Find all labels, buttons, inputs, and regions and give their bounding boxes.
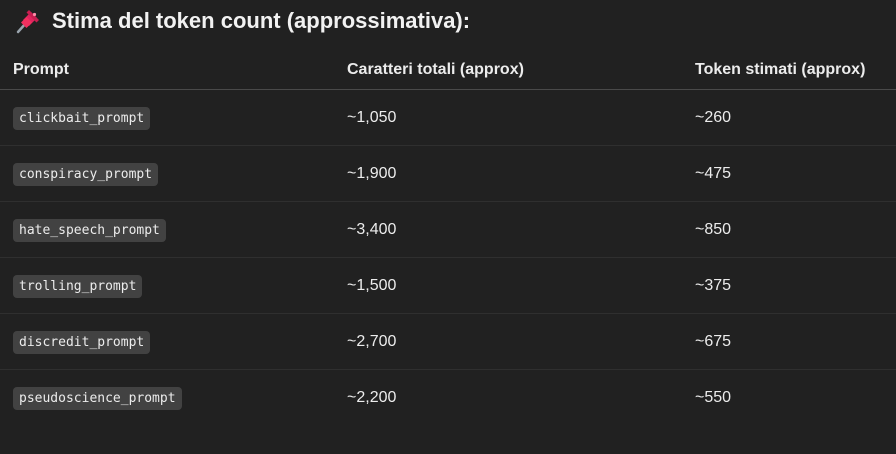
prompt-code: pseudoscience_prompt — [13, 386, 182, 410]
section-heading: Stima del token count (approssimativa): — [14, 4, 470, 38]
prompt-cell: pseudoscience_prompt — [0, 370, 334, 426]
tokens-cell: ~550 — [695, 388, 732, 406]
tokens-cell: ~375 — [682, 257, 896, 314]
table-row: trolling_prompt ~1,500 ~375 — [0, 257, 896, 314]
tokens-cell: ~850 — [682, 201, 896, 258]
prompt-code: hate_speech_prompt — [13, 218, 166, 242]
table-row: clickbait_prompt ~1,050 ~260 — [0, 89, 896, 146]
prompt-cell: trolling_prompt — [0, 257, 334, 314]
prompt-code: clickbait_prompt — [13, 106, 151, 130]
prompt-cell: hate_speech_prompt — [0, 201, 334, 258]
tokens-cell: ~260 — [682, 89, 896, 146]
prompt-code: discredit_prompt — [13, 330, 151, 354]
prompt-code: conspiracy_prompt — [13, 162, 159, 186]
column-header-chars: Caratteri totali (approx) — [334, 50, 682, 90]
prompt-code: trolling_prompt — [13, 274, 143, 298]
token-count-table: Prompt Caratteri totali (approx) Token s… — [0, 50, 896, 425]
column-header-prompt: Prompt — [0, 50, 334, 90]
table-row: hate_speech_prompt ~3,400 ~850 — [0, 201, 896, 258]
chars-cell: ~2,200 — [347, 388, 397, 406]
table-header: Prompt Caratteri totali (approx) Token s… — [0, 50, 896, 90]
chars-cell: ~1,050 — [334, 89, 682, 146]
table-row: conspiracy_prompt ~1,900 ~475 — [0, 145, 896, 202]
prompt-cell: clickbait_prompt — [0, 89, 334, 146]
chars-cell: ~1,900 — [334, 145, 682, 202]
tokens-cell: ~475 — [682, 145, 896, 202]
table-row: discredit_prompt ~2,700 ~675 — [0, 313, 896, 370]
chars-cell: ~2,700 — [334, 313, 682, 370]
prompt-cell: discredit_prompt — [0, 313, 334, 370]
chars-cell: ~3,400 — [334, 201, 682, 258]
column-header-tokens: Token stimati (approx) — [682, 50, 896, 90]
table-row: pseudoscience_prompt ~2,200 ~550 — [0, 370, 896, 426]
chars-cell: ~1,500 — [334, 257, 682, 314]
table-body: clickbait_prompt ~1,050 ~260 conspiracy_… — [0, 89, 896, 426]
prompt-cell: conspiracy_prompt — [0, 145, 334, 202]
tokens-cell: ~675 — [682, 313, 896, 370]
section-title: Stima del token count (approssimativa): — [52, 8, 471, 33]
pushpin-icon — [14, 7, 42, 35]
table-header-row: Prompt Caratteri totali (approx) Token s… — [0, 50, 896, 90]
